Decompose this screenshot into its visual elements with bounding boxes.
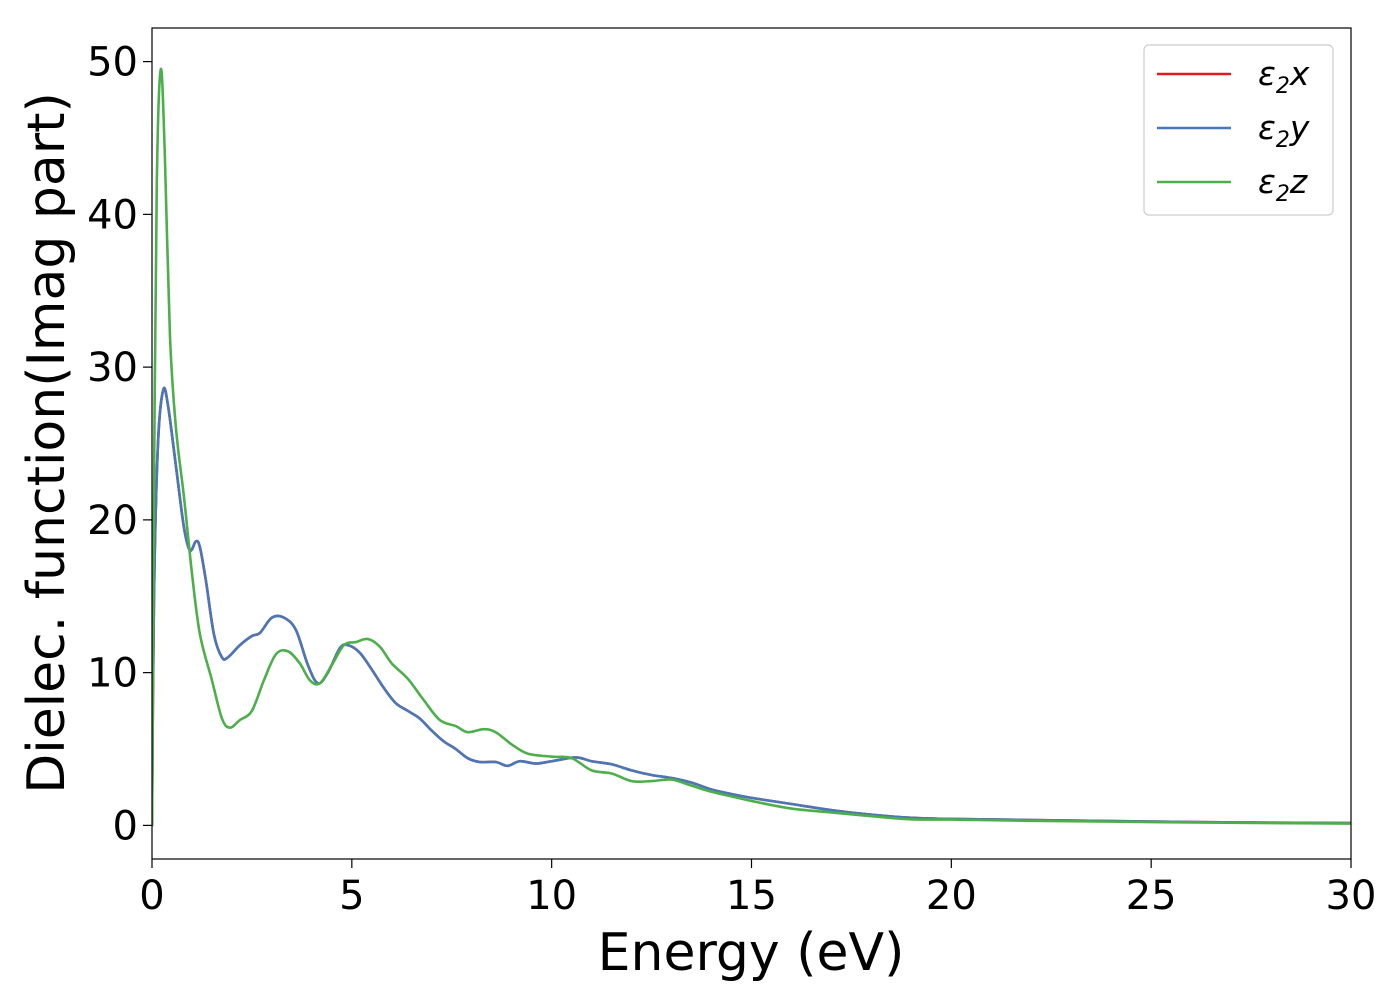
series-line-z: [152, 67, 1351, 827]
legend-label-y: ε2y: [1258, 108, 1310, 153]
y-tick-label: 10: [87, 651, 138, 697]
y-tick-label: 50: [87, 40, 138, 86]
series-layer: [152, 67, 1351, 827]
series-line-x: [152, 386, 1351, 827]
series-line-y: [152, 386, 1351, 827]
x-tick-label: 0: [139, 873, 164, 919]
y-axis-ticks: 0 10 20 30 40 50: [87, 40, 152, 849]
y-tick-label: 40: [87, 192, 138, 238]
legend-box: [1143, 44, 1334, 216]
x-tick-label: 30: [1326, 873, 1377, 919]
y-tick-label: 0: [113, 803, 138, 849]
y-tick-label: 20: [87, 498, 138, 544]
legend: ε2x ε2y ε2z: [1143, 44, 1334, 216]
y-axis-label: Dielec. function(Imag part): [17, 92, 77, 794]
legend-label-x: ε2x: [1258, 54, 1310, 99]
y-tick-label: 30: [87, 345, 138, 391]
legend-label-z: ε2z: [1258, 162, 1308, 207]
x-axis-label: Energy (eV): [598, 923, 905, 983]
x-tick-label: 15: [726, 873, 777, 919]
x-tick-label: 5: [339, 873, 364, 919]
x-tick-label: 20: [926, 873, 977, 919]
x-tick-label: 25: [1126, 873, 1177, 919]
x-axis-ticks: 0 5 10 15 20 25 30: [139, 859, 1376, 919]
x-tick-label: 10: [526, 873, 577, 919]
